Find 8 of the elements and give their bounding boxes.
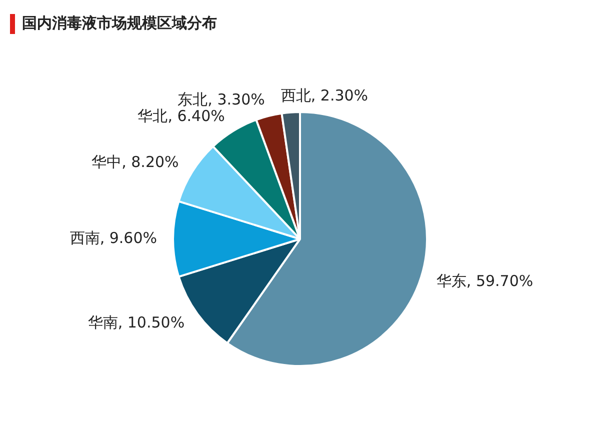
slice-label: 华南, 10.50% <box>88 313 185 332</box>
slice-label: 华东, 59.70% <box>436 272 534 290</box>
slice-label: 华中, 8.20% <box>92 153 179 172</box>
slice-label: 华北, 6.40% <box>138 107 225 126</box>
chart-title: 国内消毒液市场规模区域分布 <box>22 14 217 33</box>
slice-label: 西北, 2.30% <box>280 86 368 104</box>
slice-label: 东北, 3.30% <box>178 90 265 108</box>
slice-label: 西南, 9.60% <box>70 228 157 247</box>
